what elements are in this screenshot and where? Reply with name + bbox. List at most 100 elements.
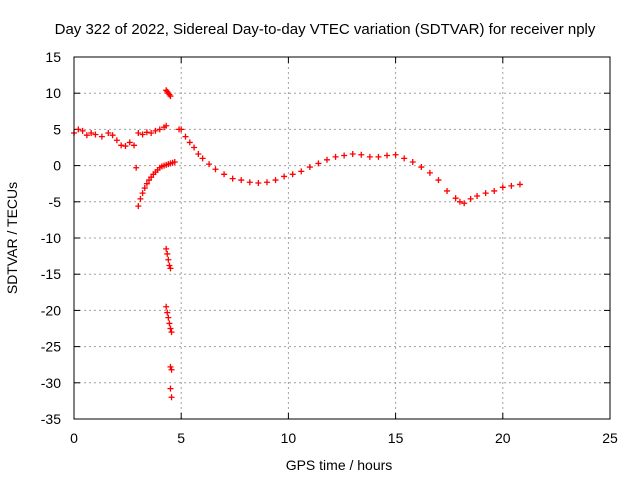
data-point xyxy=(255,179,262,186)
data-point xyxy=(135,130,142,137)
data-point xyxy=(418,164,425,171)
data-point xyxy=(238,177,245,184)
y-tick-label: 0 xyxy=(53,158,61,174)
axis-tick-labels: 0 5 10 15 20 25 15 10 5 0 -5 -10 -15 -20 -25 -30 -35 xyxy=(41,49,618,446)
data-point xyxy=(206,161,213,168)
data-point xyxy=(392,151,399,158)
x-axis-label: GPS time / hours xyxy=(286,457,393,473)
data-point xyxy=(289,171,296,178)
y-tick-label: 5 xyxy=(53,121,61,137)
y-tick-label: -20 xyxy=(41,302,61,318)
data-point xyxy=(332,153,339,160)
data-point xyxy=(191,144,198,151)
data-point xyxy=(156,126,163,133)
data-point xyxy=(323,156,330,163)
data-point xyxy=(139,131,146,138)
data-point xyxy=(435,177,442,184)
data-point xyxy=(315,160,322,167)
data-point xyxy=(444,187,451,194)
data-point xyxy=(109,132,116,139)
data-point xyxy=(88,130,95,137)
data-point xyxy=(98,133,105,140)
data-point xyxy=(263,179,270,186)
x-tick-label: 10 xyxy=(281,430,297,446)
data-point xyxy=(141,185,148,192)
data-point xyxy=(482,190,489,197)
data-point xyxy=(83,132,90,139)
data-point xyxy=(163,303,170,310)
data-point xyxy=(281,173,288,180)
data-point xyxy=(221,171,228,178)
data-point xyxy=(212,166,219,173)
y-tick-label: -10 xyxy=(41,230,61,246)
data-point xyxy=(474,193,481,200)
data-point xyxy=(126,139,133,146)
data-point xyxy=(491,187,498,194)
data-point xyxy=(272,177,279,184)
data-point xyxy=(92,131,99,138)
plot-frame xyxy=(73,56,611,420)
data-point xyxy=(133,164,140,171)
data-point xyxy=(516,181,523,188)
data-point xyxy=(452,195,459,202)
data-point xyxy=(306,164,313,171)
data-point xyxy=(167,363,174,370)
data-point xyxy=(171,158,178,165)
x-tick-label: 15 xyxy=(388,430,404,446)
data-point xyxy=(143,129,150,136)
data-point xyxy=(164,250,171,257)
data-point xyxy=(105,130,112,137)
data-point xyxy=(131,142,138,149)
data-point xyxy=(178,126,185,133)
data-point xyxy=(167,93,174,100)
data-point xyxy=(79,127,86,134)
data-point xyxy=(167,265,174,272)
data-point xyxy=(167,325,174,332)
data-point xyxy=(182,133,189,140)
data-point xyxy=(461,200,468,207)
data-point xyxy=(148,130,155,137)
data-point xyxy=(118,142,125,149)
data-point xyxy=(168,394,175,401)
x-tick-label: 20 xyxy=(495,430,511,446)
grid xyxy=(74,57,610,419)
y-tick-label: -30 xyxy=(41,375,61,391)
data-point xyxy=(166,262,173,269)
data-point xyxy=(499,184,506,191)
y-tick-label: -35 xyxy=(41,411,61,427)
y-axis-label: SDTVAR / TECUs xyxy=(4,182,20,294)
data-point xyxy=(165,256,172,263)
data-point xyxy=(113,137,120,144)
y-tick-label: -5 xyxy=(49,194,62,210)
data-point xyxy=(186,139,193,146)
data-point xyxy=(246,179,253,186)
data-point xyxy=(168,329,175,336)
data-point xyxy=(298,168,305,175)
data-points xyxy=(71,87,523,401)
chart-title: Day 322 of 2022, Sidereal Day-to-day VTE… xyxy=(55,21,596,38)
data-point xyxy=(168,366,175,373)
data-point xyxy=(341,152,348,159)
data-point xyxy=(401,155,408,162)
data-point xyxy=(199,155,206,162)
data-point xyxy=(508,182,515,189)
y-tick-label: -25 xyxy=(41,339,61,355)
y-tick-label: -15 xyxy=(41,266,61,282)
x-tick-label: 0 xyxy=(70,430,78,446)
data-point xyxy=(164,309,171,316)
data-point xyxy=(143,180,150,187)
data-point xyxy=(135,203,142,210)
data-point xyxy=(75,126,82,133)
data-point xyxy=(358,151,365,158)
data-point xyxy=(349,151,356,158)
y-tick-label: 15 xyxy=(45,49,61,65)
data-point xyxy=(229,175,236,182)
x-tick-label: 25 xyxy=(602,430,618,446)
data-point xyxy=(137,195,144,202)
data-point xyxy=(139,190,146,197)
data-point xyxy=(167,385,174,392)
data-point xyxy=(165,314,172,321)
data-point xyxy=(163,245,170,252)
data-point xyxy=(122,143,129,150)
